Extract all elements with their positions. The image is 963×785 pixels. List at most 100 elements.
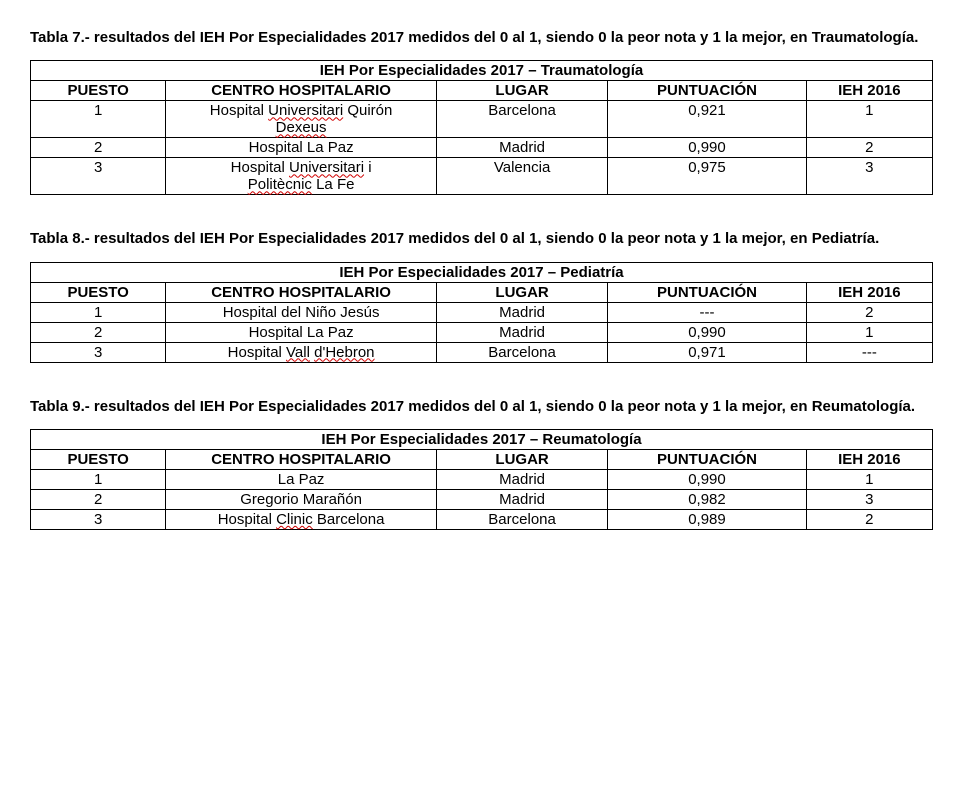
caption-specialty: Traumatología [812,29,915,46]
cell-puesto: 1 [31,469,166,489]
centro-text-segment: La Paz [278,471,325,488]
table-row: 3Hospital Clinic BarcelonaBarcelona 0,989… [31,509,933,529]
cell-lugar: Barcelona [436,342,607,362]
column-header: IEH 2016 [806,282,932,302]
table-row: 2Hospital La PazMadrid0,9902 [31,138,933,158]
table-title-specialty: Reumatología [542,431,641,448]
centro-text-segment: La Fe [312,176,355,193]
cell-ieh2016: 1 [806,322,932,342]
cell-lugar: Madrid [436,138,607,158]
cell-ieh2016: 3 [806,489,932,509]
table-title: IEH Por Especialidades 2017 – Reumatolog… [31,429,933,449]
centro-text-segment: Hospital del Niño Jesús [223,304,380,321]
cell-puesto: 1 [31,302,166,322]
centro-text-segment: Gregorio Marañón [240,491,362,508]
table-title-text: IEH Por Especialidades 2017 – [321,431,542,448]
table-caption: Tabla 8.- resultados del IEH Por Especia… [30,229,933,249]
caption-specialty: Reumatología [812,398,911,415]
table-title-specialty: Pediatría [560,264,623,281]
table-title-text: IEH Por Especialidades 2017 – [339,264,560,281]
column-header: CENTRO HOSPITALARIO [166,282,437,302]
table-caption: Tabla 9.- resultados del IEH Por Especia… [30,397,933,417]
document-root: Tabla 7.- resultados del IEH Por Especia… [30,28,933,530]
centro-text-segment: i [364,159,372,176]
table-row: 2 Hospital La Paz Madrid0,9901 [31,322,933,342]
caption-text: Tabla 8.- resultados del IEH Por Especia… [30,230,812,247]
centro-text-segment: Clinic [276,511,313,528]
column-header: PUESTO [31,81,166,101]
table-title-text: IEH Por Especialidades 2017 – [320,62,541,79]
centro-text-segment: Hospital [228,344,286,361]
cell-lugar: Madrid [436,322,607,342]
centro-text-segment: Universitari [289,159,364,176]
cell-puesto: 3 [31,342,166,362]
centro-text-segment: Universitari [268,102,343,119]
column-header: PUESTO [31,282,166,302]
table-title: IEH Por Especialidades 2017 – Pediatría [31,262,933,282]
centro-text-segment: Politècnic [248,176,312,193]
cell-centro: Hospital Universitari Quirón Dexeus [166,101,437,138]
column-header: PUNTUACIÓN [608,81,806,101]
cell-lugar: Madrid [436,469,607,489]
centro-text-segment: d'Hebron [314,344,374,361]
centro-text-segment: Hospital [218,511,276,528]
table-header-row: PUESTOCENTRO HOSPITALARIOLUGARPUNTUACIÓN… [31,81,933,101]
cell-ieh2016: 2 [806,302,932,322]
caption-text: Tabla 9.- resultados del IEH Por Especia… [30,398,812,415]
cell-puntuacion: 0,982 [608,489,806,509]
column-header: LUGAR [436,81,607,101]
centro-text-segment: Hospital [231,159,289,176]
data-table: IEH Por Especialidades 2017 – PediatríaP… [30,262,933,363]
cell-centro: Hospital Vall d'Hebron [166,342,437,362]
cell-lugar: Barcelona [436,101,607,138]
centro-text-segment: Quirón [343,102,392,119]
caption-text: . [911,398,915,415]
column-header: IEH 2016 [806,81,932,101]
cell-centro: Gregorio Marañón [166,489,437,509]
cell-ieh2016: 1 [806,469,932,489]
cell-ieh2016: 2 [806,509,932,529]
cell-lugar: Madrid [436,489,607,509]
table-title: IEH Por Especialidades 2017 – Traumatolo… [31,61,933,81]
cell-centro: Hospital del Niño Jesús [166,302,437,322]
cell-puesto: 2 [31,489,166,509]
cell-puesto: 2 [31,138,166,158]
table-row: 1La PazMadrid0,9901 [31,469,933,489]
column-header: CENTRO HOSPITALARIO [166,81,437,101]
cell-puesto: 2 [31,322,166,342]
cell-centro: Hospital Universitari i Politècnic La Fe [166,158,437,195]
cell-puntuacion: 0,989 [608,509,806,529]
centro-text-segment: Hospital [210,102,268,119]
caption-text: Tabla 7.- resultados del IEH Por Especia… [30,29,812,46]
column-header: PUNTUACIÓN [608,282,806,302]
cell-ieh2016: --- [806,342,932,362]
cell-centro: Hospital La Paz [166,138,437,158]
cell-ieh2016: 2 [806,138,932,158]
column-header: LUGAR [436,282,607,302]
table-row: 1 Hospital Universitari Quirón Dexeus Barce… [31,101,933,138]
cell-puntuacion: --- [608,302,806,322]
cell-puntuacion: 0,921 [608,101,806,138]
cell-puntuacion: 0,990 [608,469,806,489]
column-header: IEH 2016 [806,449,932,469]
centro-text-segment: Barcelona [313,511,385,528]
centro-text-segment: Hospital La Paz [249,139,354,156]
data-table: IEH Por Especialidades 2017 – Reumatolog… [30,429,933,530]
cell-puesto: 1 [31,101,166,138]
table-row: 2 Gregorio Marañón Madrid0,9823 [31,489,933,509]
cell-puntuacion: 0,971 [608,342,806,362]
centro-text-segment: Hospital La Paz [249,324,354,341]
cell-ieh2016: 1 [806,101,932,138]
cell-puesto: 3 [31,509,166,529]
column-header: PUESTO [31,449,166,469]
data-table: IEH Por Especialidades 2017 – Traumatolo… [30,60,933,195]
table-row: 3Hospital Vall d'HebronBarcelona0,971--- [31,342,933,362]
cell-centro: Hospital La Paz [166,322,437,342]
cell-puntuacion: 0,990 [608,322,806,342]
caption-specialty: Pediatría [812,230,875,247]
cell-puntuacion: 0,990 [608,138,806,158]
cell-centro: Hospital Clinic Barcelona [166,509,437,529]
cell-ieh2016: 3 [806,158,932,195]
centro-text-segment: Dexeus [276,119,327,136]
caption-text: . [875,230,879,247]
